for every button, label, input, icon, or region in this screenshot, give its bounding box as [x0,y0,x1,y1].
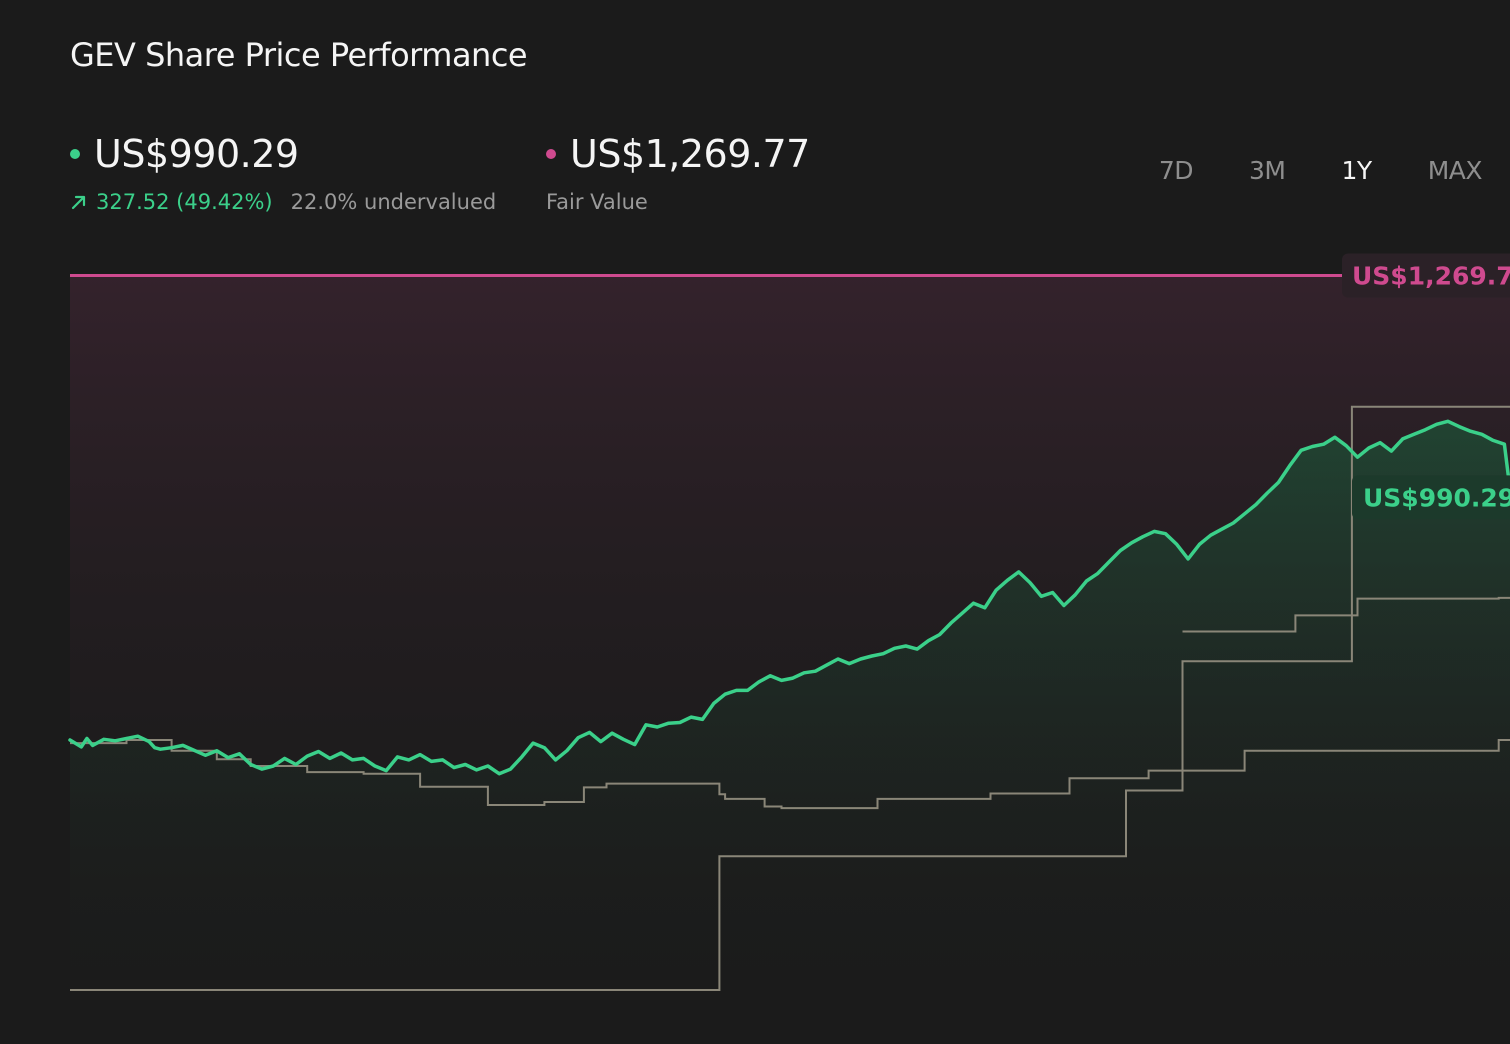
tab-3m[interactable]: 3M [1249,156,1286,185]
tab-7d[interactable]: 7D [1158,156,1194,185]
fair-value-price-value: US$1,269.77 [570,132,810,176]
price-tag-label: US$990.29 [1363,483,1510,512]
fair-value-label: Fair Value [546,190,648,214]
tab-1y[interactable]: 1Y [1341,156,1373,185]
fair-value-estimate-steps-line [70,739,1510,810]
fair-value-lower-steps-line [1182,596,1510,633]
fair-value-tag-bg [1342,253,1510,298]
current-price-value: US$990.29 [94,132,299,176]
fair-value-history-steps-line [70,405,1510,991]
price-change: 327.52 (49.42%) [70,190,273,214]
fair-value-price: US$1,269.77 [546,132,810,176]
share-price-line [68,419,1510,776]
current-price-block: US$990.29 327.52 (49.42%) 22.0% underval… [70,132,496,214]
current-price-details: 327.52 (49.42%) 22.0% undervalued [70,190,496,214]
fair-value-tag-label: US$1,269.77 [1352,261,1510,290]
current-price: US$990.29 [70,132,496,176]
price-change-value: 327.52 (49.42%) [96,190,273,214]
range-tabs: 7D 3M 1Y MAX [1103,156,1483,185]
chart-title: GEV Share Price Performance [70,36,528,74]
fair-value-dot-icon [546,149,556,159]
fair-value-block: US$1,269.77 Fair Value [546,132,810,214]
tab-max[interactable]: MAX [1427,156,1483,185]
price-area [70,421,1510,990]
current-price-dot-icon [70,149,80,159]
undervalued-label: 22.0% undervalued [290,190,497,214]
price-tag-bg [1352,475,1510,520]
arrow-up-right-icon [71,195,86,210]
